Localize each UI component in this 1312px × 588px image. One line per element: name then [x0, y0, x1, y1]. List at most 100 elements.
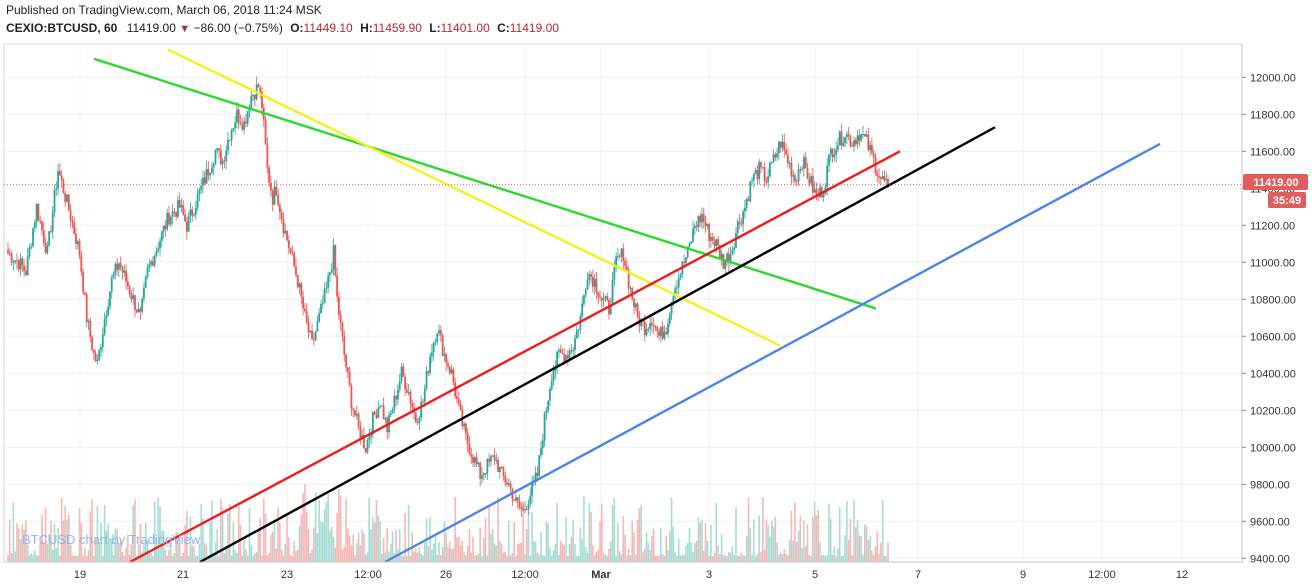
volume-bar [597, 549, 600, 562]
candle-body [159, 240, 161, 249]
candle-body [278, 204, 281, 213]
candle-body [740, 223, 743, 225]
volume-bar [851, 555, 854, 562]
candle-body [871, 144, 873, 154]
candle-body [80, 255, 83, 272]
volume-bar [39, 542, 41, 562]
volume-bar [735, 507, 737, 562]
time-tick-label: 12:00 [354, 569, 382, 581]
candle-body [316, 321, 319, 332]
volume-bar [565, 516, 567, 562]
volume-bar [627, 549, 630, 562]
volume-bar [654, 555, 657, 562]
volume-bar [271, 531, 274, 562]
volume-bar [651, 535, 653, 562]
volume-bar [883, 555, 886, 562]
volume-bar [413, 551, 415, 562]
candle-body [321, 303, 324, 305]
candle-body [323, 288, 326, 304]
volume-bar [237, 506, 240, 562]
candle-body [346, 367, 349, 372]
volume-bar [463, 552, 465, 562]
volume-bar [531, 511, 533, 562]
volume-bar [395, 529, 397, 562]
candle-body [250, 96, 253, 110]
candle-body [182, 205, 185, 215]
volume-bar [406, 555, 408, 562]
candle-body [85, 294, 88, 323]
candle-body [599, 296, 601, 298]
volume-bar [645, 532, 648, 562]
volume-bar [254, 553, 256, 562]
candle-body [359, 426, 362, 440]
volume-bar [230, 555, 233, 562]
volume-bar [189, 516, 192, 562]
candle-body [516, 497, 519, 502]
volume-bar [211, 500, 213, 562]
volume-bar [221, 507, 224, 562]
trendlines[interactable] [93, 48, 1161, 564]
volume-bar [799, 516, 802, 562]
candle-body [30, 246, 33, 248]
volume-bar [602, 552, 605, 562]
volume-bar [581, 538, 583, 562]
volume-bar [123, 555, 126, 562]
candle-body [87, 320, 90, 323]
candle-body [833, 154, 836, 158]
volume-bar [606, 555, 608, 562]
volume-bar [683, 555, 685, 562]
volume-bar [867, 540, 870, 562]
volume-bar [94, 537, 97, 562]
volume-bar [849, 519, 852, 562]
candle-body [405, 389, 408, 393]
volume-bar [831, 554, 834, 562]
candle-body [790, 163, 793, 177]
volume-bar [73, 555, 75, 562]
candle-body [477, 462, 480, 465]
candle-body [847, 134, 850, 136]
volume-bar [112, 555, 115, 562]
volume-bar [261, 555, 263, 562]
volume-bar [556, 503, 558, 562]
volume-bar [738, 555, 741, 562]
symbol-label[interactable]: CEXIO:BTCUSD, 60 [6, 21, 118, 35]
candle-body [808, 178, 811, 184]
candle-body [28, 247, 31, 257]
volume-bar [686, 543, 689, 562]
candle-body [116, 263, 119, 270]
candle-body [683, 261, 685, 263]
candle-body [781, 141, 784, 148]
volume-bar [660, 527, 662, 562]
volume-bar [203, 542, 206, 562]
candle-body [391, 409, 394, 414]
candle-body [822, 194, 825, 198]
volume-bar [250, 544, 253, 562]
volume-bar [658, 555, 660, 562]
candle-body [423, 388, 426, 402]
candle-body [549, 389, 551, 401]
volume-bar [829, 519, 832, 562]
candle-body [402, 366, 405, 377]
volume-bar [209, 522, 211, 562]
volume-bar [640, 505, 642, 562]
candle-body [139, 308, 142, 312]
volume-bar [363, 533, 365, 562]
volume-bar [325, 502, 328, 562]
volume-bar [668, 531, 671, 562]
volume-bar [663, 555, 666, 562]
candle-body [371, 411, 374, 435]
volume-bar [443, 520, 446, 562]
candle-body [686, 246, 689, 258]
volume-bar [296, 549, 299, 562]
volume-bar [68, 514, 70, 562]
candle-body [289, 248, 292, 253]
time-axis[interactable]: 19 21 23 12:00 26 12:00 Mar 3 5 7 9 12:00 12 [74, 569, 1188, 581]
candle-body [259, 87, 262, 92]
candle-body [239, 122, 242, 125]
volume-bar [695, 540, 698, 562]
price-axis[interactable]: 9400.00 9600.00 9800.00 10000.00 10200.00 104… [1242, 72, 1296, 565]
volume-bar [847, 539, 850, 562]
volume-bar [615, 555, 617, 562]
volume-bar [318, 499, 321, 562]
